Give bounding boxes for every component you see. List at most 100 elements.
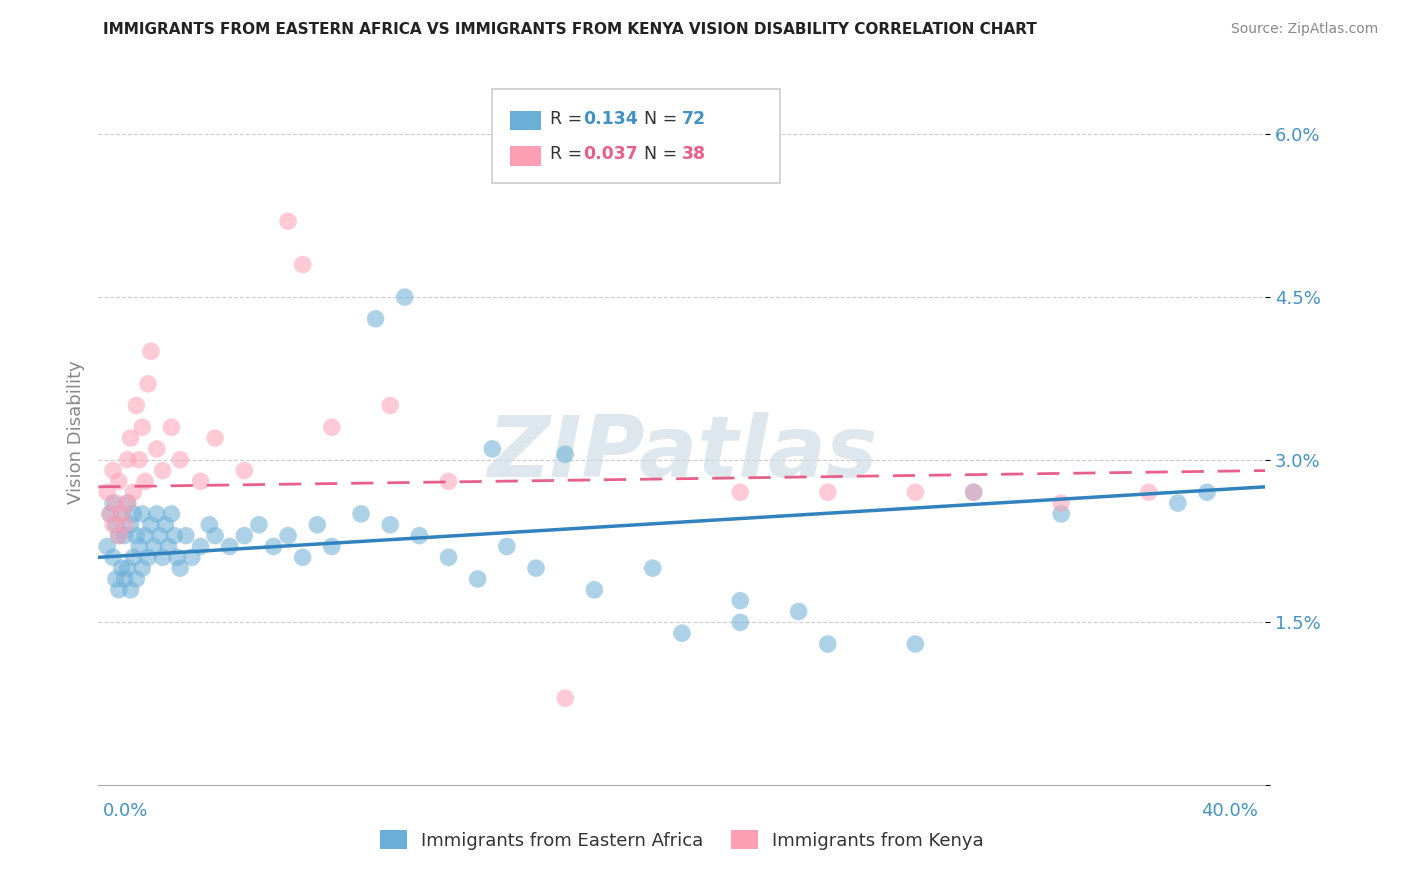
- Point: [111, 507, 134, 521]
- Text: 40.0%: 40.0%: [1202, 802, 1258, 820]
- Point: [117, 496, 139, 510]
- Point: [108, 475, 131, 489]
- Point: [114, 572, 136, 586]
- Text: Source: ZipAtlas.com: Source: ZipAtlas.com: [1230, 22, 1378, 37]
- Point: [190, 540, 212, 554]
- Point: [96, 485, 118, 500]
- Point: [111, 507, 134, 521]
- Point: [1197, 485, 1219, 500]
- Point: [139, 517, 162, 532]
- Point: [904, 637, 927, 651]
- Point: [98, 507, 121, 521]
- Point: [1050, 496, 1073, 510]
- Point: [730, 485, 752, 500]
- Point: [155, 517, 177, 532]
- Point: [1050, 507, 1073, 521]
- Text: N =: N =: [644, 145, 683, 163]
- Point: [122, 507, 145, 521]
- Point: [321, 540, 343, 554]
- Point: [554, 691, 576, 706]
- Point: [204, 528, 226, 542]
- Point: [134, 475, 156, 489]
- Point: [142, 540, 165, 554]
- Point: [104, 496, 127, 510]
- Point: [114, 528, 136, 542]
- Point: [136, 376, 159, 391]
- Point: [146, 507, 169, 521]
- Legend: Immigrants from Eastern Africa, Immigrants from Kenya: Immigrants from Eastern Africa, Immigran…: [373, 823, 991, 857]
- Point: [104, 517, 127, 532]
- Point: [108, 582, 131, 597]
- Point: [96, 540, 118, 554]
- Point: [291, 550, 314, 565]
- Point: [350, 507, 373, 521]
- Point: [321, 420, 343, 434]
- Point: [108, 528, 131, 542]
- Y-axis label: Vision Disability: Vision Disability: [66, 360, 84, 505]
- Text: IMMIGRANTS FROM EASTERN AFRICA VS IMMIGRANTS FROM KENYA VISION DISABILITY CORREL: IMMIGRANTS FROM EASTERN AFRICA VS IMMIGR…: [103, 22, 1036, 37]
- Point: [125, 399, 148, 413]
- Point: [962, 485, 984, 500]
- Point: [101, 517, 124, 532]
- Point: [131, 561, 153, 575]
- Point: [101, 496, 124, 510]
- Point: [180, 550, 202, 565]
- Point: [139, 344, 162, 359]
- Point: [817, 637, 839, 651]
- Point: [962, 485, 984, 500]
- Point: [730, 615, 752, 630]
- Point: [730, 593, 752, 607]
- Point: [163, 528, 186, 542]
- Point: [160, 507, 183, 521]
- Point: [117, 452, 139, 467]
- Point: [120, 582, 142, 597]
- Point: [169, 452, 191, 467]
- Point: [120, 431, 142, 445]
- Point: [101, 550, 124, 565]
- Text: N =: N =: [644, 110, 683, 128]
- Point: [122, 550, 145, 565]
- Point: [111, 561, 134, 575]
- Point: [117, 496, 139, 510]
- Point: [364, 311, 387, 326]
- Point: [554, 447, 576, 461]
- Point: [152, 550, 174, 565]
- Point: [104, 572, 127, 586]
- Point: [146, 442, 169, 456]
- Point: [437, 475, 460, 489]
- Text: 38: 38: [682, 145, 706, 163]
- Point: [218, 540, 240, 554]
- Point: [233, 528, 256, 542]
- Point: [125, 572, 148, 586]
- Point: [149, 528, 172, 542]
- Point: [120, 517, 142, 532]
- Point: [157, 540, 180, 554]
- Point: [1167, 496, 1189, 510]
- Point: [481, 442, 503, 456]
- Point: [108, 528, 131, 542]
- Point: [169, 561, 191, 575]
- Point: [263, 540, 285, 554]
- Text: R =: R =: [550, 110, 588, 128]
- Point: [101, 464, 124, 478]
- Text: 72: 72: [682, 110, 706, 128]
- Point: [125, 528, 148, 542]
- Point: [128, 540, 150, 554]
- Point: [122, 485, 145, 500]
- Point: [204, 431, 226, 445]
- Point: [136, 550, 159, 565]
- Point: [291, 258, 314, 272]
- Point: [380, 517, 402, 532]
- Point: [114, 517, 136, 532]
- Point: [524, 561, 547, 575]
- Point: [496, 540, 519, 554]
- Point: [160, 420, 183, 434]
- Point: [166, 550, 188, 565]
- Point: [641, 561, 664, 575]
- Text: R =: R =: [550, 145, 588, 163]
- Point: [787, 605, 810, 619]
- Point: [174, 528, 197, 542]
- Text: 0.0%: 0.0%: [103, 802, 148, 820]
- Text: ZIPatlas: ZIPatlas: [486, 412, 877, 495]
- Point: [198, 517, 221, 532]
